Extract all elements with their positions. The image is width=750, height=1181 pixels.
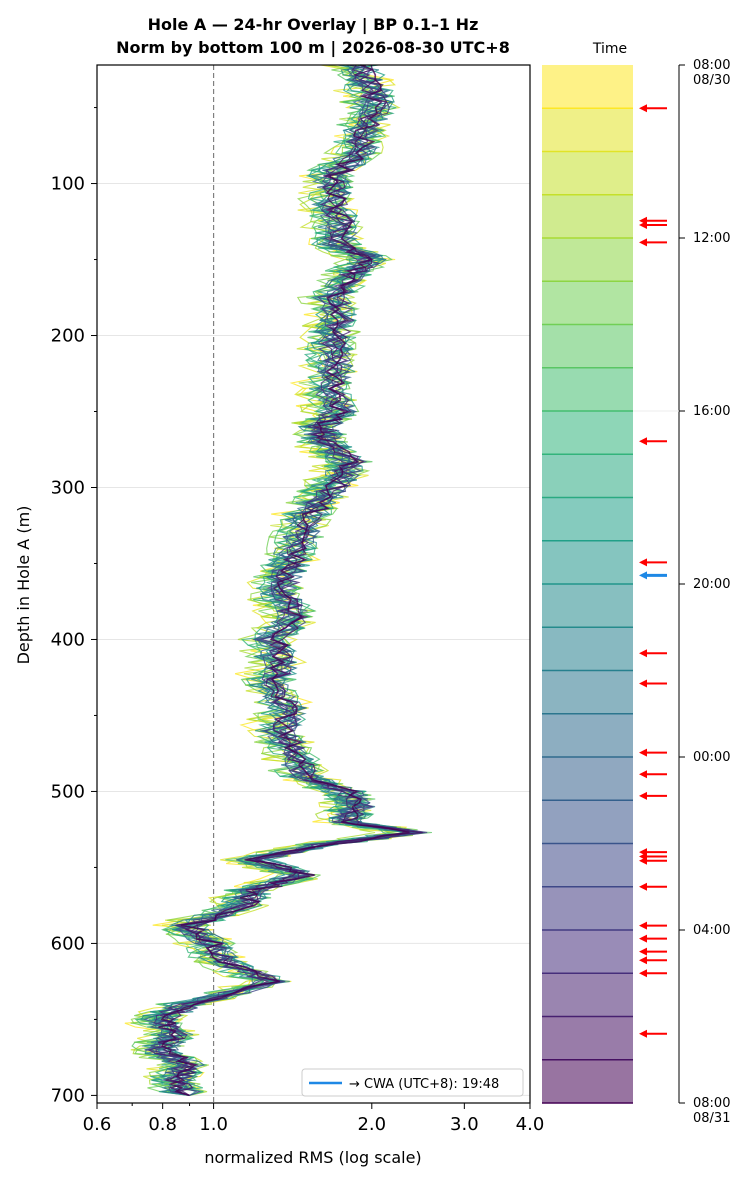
time-band [542,670,633,714]
time-tick-label: 00:00 [693,750,730,765]
time-axis: 08:0008/3012:0016:0020:0000:0004:0008:00… [633,58,730,1126]
plot-area-frame [96,64,531,1104]
y-tick-label: 700 [51,1085,85,1106]
time-tick-label: 12:00 [693,231,730,246]
y-tick-label: 500 [51,781,85,802]
y-tick-label: 600 [51,933,85,954]
time-band [542,238,633,282]
x-axis-label: normalized RMS (log scale) [204,1148,421,1167]
time-tick-label: 08/30 [693,73,730,88]
time-tick-label: 20:00 [693,577,730,592]
event-arrow-head [639,649,647,658]
y-tick-label: 200 [51,326,85,347]
time-band [542,584,633,628]
series-line [143,64,425,1096]
time-band [542,281,633,325]
x-tick-label: 0.8 [148,1114,177,1135]
x-tick-label: 2.0 [357,1114,386,1135]
event-arrow-head [639,956,647,965]
event-arrow-head [639,969,647,978]
event-arrow-head [639,947,647,956]
series-line [132,64,394,1096]
x-tick-label: 3.0 [450,1114,479,1135]
event-arrow-head [639,558,647,567]
y-tick-label: 400 [51,629,85,650]
x-tick-label: 1.0 [199,1114,228,1135]
event-arrow-head [639,437,647,446]
event-arrow-head [639,1029,647,1038]
time-band [542,540,633,584]
profile-lines [124,64,432,1097]
event-arrow-head [639,238,647,247]
time-band [542,151,633,195]
time-tick-label: 08/31 [693,1111,730,1126]
chart-subtitle: Norm by bottom 100 m | 2026-08-30 UTC+8 [116,38,510,58]
y-tick-label: 300 [51,477,85,498]
event-arrow-head [639,856,647,865]
legend: → CWA (UTC+8): 19:48 [301,1068,524,1097]
time-band [542,800,633,844]
event-arrow-head [639,679,647,688]
time-band [542,627,633,671]
time-tick-label: 08:00 [693,58,730,73]
time-band [542,108,633,152]
time-tick-label: 08:00 [693,1096,730,1111]
time-band [542,454,633,498]
time-band [542,757,633,801]
time-band [542,930,633,974]
event-arrow-head [639,921,647,930]
time-bands [542,65,633,1104]
time-band [542,1059,633,1103]
x-tick-label: 4.0 [516,1114,545,1135]
time-band [542,411,633,455]
event-arrow-head [639,748,647,757]
timebar-title: Time [592,41,627,57]
chart-title: Hole A — 24-hr Overlay | BP 0.1–1 Hz [148,15,479,35]
y-tick-label: 100 [51,174,85,195]
event-arrows [639,104,667,1038]
event-arrow-head [639,934,647,943]
x-tick-label: 0.6 [83,1114,112,1135]
event-arrow-head [639,104,647,113]
time-band [542,367,633,411]
time-band [542,65,633,109]
x-axis-ticks: 0.6 0.8 1.0 2.0 3.0 4.0 [83,1103,545,1135]
y-axis-ticks: 100 200 300 400 500 600 700 [51,107,97,1106]
legend-box [301,1068,524,1097]
time-band [542,324,633,368]
series-line [150,64,424,1096]
time-tick-label: 04:00 [693,923,730,938]
legend-label: → CWA (UTC+8): 19:48 [349,1077,499,1092]
time-band [542,194,633,238]
gridlines [97,65,530,1103]
time-band [542,497,633,541]
time-tick-label: 16:00 [693,404,730,419]
time-band [542,713,633,757]
series-line [142,64,412,1096]
time-band [542,1016,633,1060]
time-band [542,886,633,930]
series-line [131,64,432,1096]
cwa-arrow-head [639,571,647,580]
event-arrow-head [639,791,647,800]
time-band [542,973,633,1017]
series-line [158,64,410,1097]
y-axis-label: Depth in Hole A (m) [14,506,33,665]
event-arrow-head [639,882,647,891]
event-arrow-head [639,221,647,230]
time-band [542,843,633,887]
event-arrow-head [639,770,647,779]
